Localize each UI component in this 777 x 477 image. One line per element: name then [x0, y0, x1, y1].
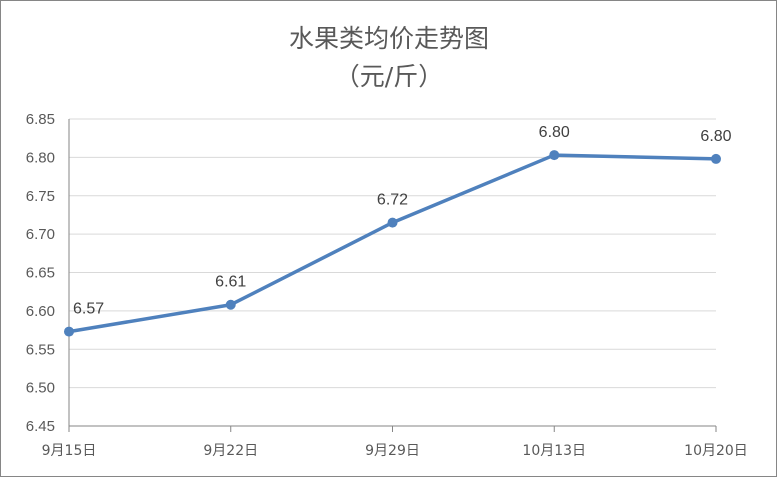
y-tick-label: 6.70	[26, 226, 55, 243]
y-tick-label: 6.75	[26, 188, 55, 205]
x-tick-label: 10月20日	[684, 443, 748, 459]
y-tick-label: 6.50	[26, 380, 55, 397]
chart-subtitle: （元/斤）	[335, 62, 443, 91]
series-line	[68, 153, 717, 334]
data-label: 6.61	[215, 274, 246, 291]
data-point	[549, 150, 560, 161]
y-tick-label: 6.45	[26, 418, 55, 435]
x-tick-label: 9月15日	[42, 443, 97, 459]
x-tick-label: 10月13日	[522, 443, 586, 459]
data-point	[225, 299, 236, 310]
y-tick-label: 6.55	[26, 341, 55, 358]
data-point	[387, 217, 398, 228]
x-tick-label: 9月22日	[203, 443, 258, 459]
y-tick-label: 6.80	[26, 149, 55, 166]
chart-title: 水果类均价走势图	[289, 24, 489, 53]
y-tick-label: 6.85	[26, 111, 55, 128]
data-label: 6.80	[700, 128, 731, 145]
data-point	[711, 153, 721, 164]
data-label: 6.80	[539, 124, 570, 141]
data-label: 6.57	[73, 301, 104, 318]
y-tick-label: 6.60	[26, 303, 55, 320]
data-label: 6.72	[377, 192, 408, 209]
data-point	[64, 326, 74, 337]
y-tick-label: 6.65	[26, 265, 55, 282]
x-tick-label: 9月29日	[365, 443, 420, 459]
